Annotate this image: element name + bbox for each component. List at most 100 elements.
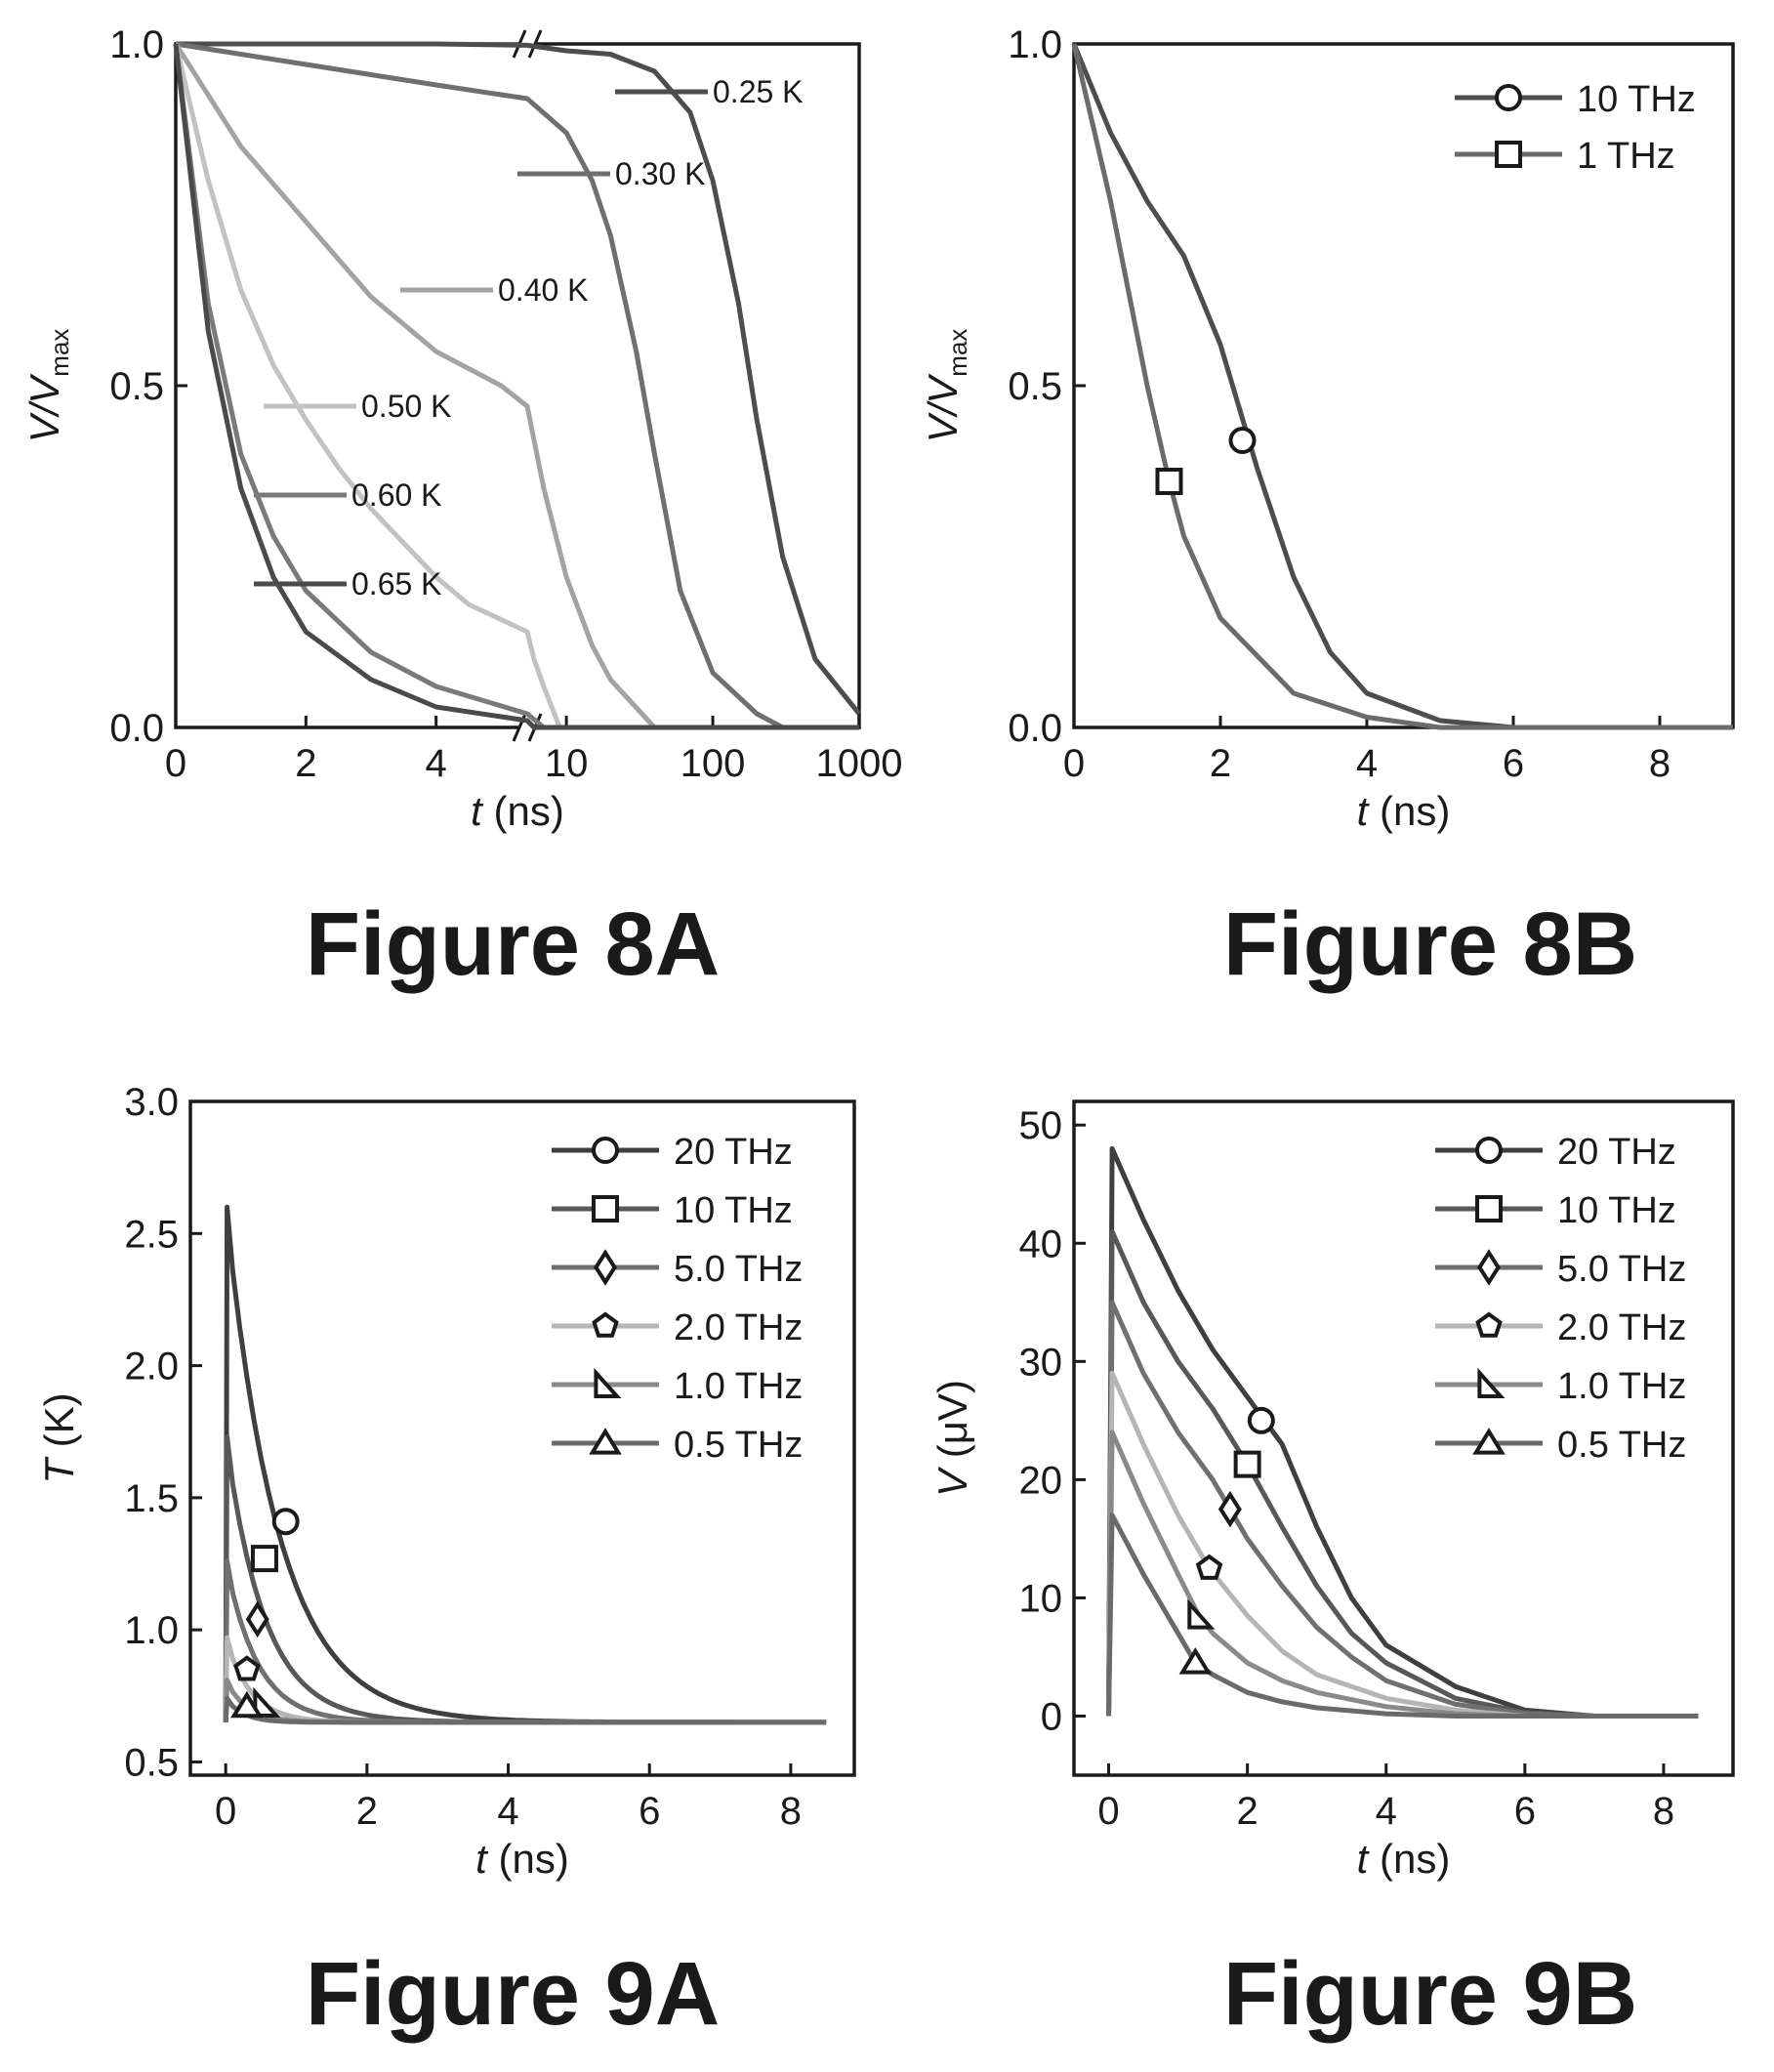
x-tick-label: 0 [1063, 742, 1085, 785]
caption-figure-8a: Figure 8A [305, 894, 721, 994]
legend-marker-5-0-thz [1477, 1249, 1501, 1286]
legend-label-0-5-thz: 0.5 THz [1557, 1425, 1686, 1466]
y-tick-label: 0 [1041, 1695, 1062, 1738]
series-label-0-40-k: 0.40 K [498, 272, 589, 308]
y-tick-label: 0.0 [109, 707, 164, 750]
series-line-2-0-thz [1106, 1370, 1699, 1719]
series-line-10-thz [1071, 43, 1733, 730]
series-line-0-30-k [175, 41, 859, 730]
data-marker-0-5-thz [230, 1690, 264, 1719]
y-tick-label: 0.5 [1008, 365, 1062, 408]
data-marker-20-thz [271, 1508, 300, 1536]
data-marker-1-thz [1155, 468, 1183, 495]
data-marker-5-0-thz [1217, 1490, 1242, 1528]
series-line-20-thz [1106, 1145, 1699, 1719]
series-line-2-0-thz [223, 1635, 827, 1725]
y-tick-label: 0.5 [124, 1741, 179, 1784]
series-line-1-0-thz [223, 1678, 827, 1725]
y-tick-label: 0.5 [109, 365, 164, 408]
x-tick-label: 8 [1649, 742, 1671, 785]
series-line-0-5-thz [223, 1696, 827, 1725]
legend-label-2-0-thz: 2.0 THz [1557, 1307, 1686, 1348]
series-label-0-25-k: 0.25 K [713, 74, 804, 109]
legend-marker-0-5-thz [1472, 1428, 1506, 1455]
chart-9b-plot-frame [1072, 1099, 1735, 1777]
legend-label-1-0-thz: 1.0 THz [674, 1366, 803, 1407]
x-tick-label: 4 [426, 742, 447, 785]
data-marker-2-0-thz [233, 1655, 261, 1681]
y-tick-label: 50 [1019, 1104, 1063, 1147]
data-marker-1-0-thz [1187, 1598, 1216, 1630]
legend-marker-2-0-thz [592, 1311, 619, 1338]
y-axis-label: V/Vmax [920, 329, 972, 443]
legend-marker-20-thz [1475, 1137, 1503, 1164]
y-tick-label: 2.0 [124, 1346, 179, 1388]
y-axis-label: V (μV) [929, 1380, 975, 1497]
legend-label-20-thz: 20 THz [1557, 1132, 1676, 1173]
legend-label-5-0-thz: 5.0 THz [674, 1249, 803, 1290]
series-line-10-thz [223, 1434, 827, 1725]
data-marker-1-0-thz [253, 1686, 281, 1718]
x-tick-label: 6 [1503, 742, 1524, 785]
y-tick-label: 1.0 [1008, 23, 1062, 66]
data-marker-5-0-thz [245, 1600, 269, 1638]
series-label-0-60-k: 0.60 K [351, 477, 442, 513]
chart-8b: 0 2 4 6 8 0.0 0.5 1.0 t (ns) V/Vmax 10 THz 1 THz [920, 23, 1735, 834]
y-tick-label: 0.0 [1008, 707, 1062, 750]
legend-marker-5-0-thz [594, 1249, 617, 1286]
legend-marker-2-0-thz [1475, 1311, 1503, 1338]
data-marker-10-thz [1228, 427, 1257, 454]
x-tick-label: 2 [295, 742, 316, 785]
caption-figure-8b: Figure 8B [1222, 894, 1638, 994]
data-marker-10-thz [250, 1545, 278, 1573]
series-label-0-50-k: 0.50 K [361, 389, 452, 424]
caption-figure-9a: Figure 9A [305, 1944, 721, 2044]
x-axis-label: t (ns) [475, 1836, 569, 1882]
legend-marker-1-thz [1495, 141, 1522, 168]
y-tick-label: 3.0 [124, 1081, 179, 1124]
chart-8a: 0 2 4 10 100 1000 0.0 0.5 1.0 t (ns) V/Vmax 0.25 K 0… [21, 23, 902, 834]
series-line-5-0-thz [1106, 1300, 1699, 1719]
legend-marker-10-thz [1475, 1195, 1503, 1222]
chart-9a-plot-frame [188, 1099, 856, 1777]
legend-marker-1-0-thz [594, 1367, 622, 1398]
y-axis-label: T (K) [36, 1392, 82, 1483]
series-line-0-65-k [173, 43, 859, 730]
legend-marker-10-thz [1495, 84, 1522, 111]
legend-label-1-0-thz: 1.0 THz [1557, 1366, 1686, 1407]
x-tick-label: 10 [545, 742, 589, 785]
x-tick-label: 0 [215, 1790, 236, 1833]
chart-9a: 0 2 4 6 8 0.5 1.0 1.5 2.0 2.5 3.0 t (ns) T (K) 20 THz… [36, 1081, 856, 1882]
x-tick-label: 8 [780, 1790, 802, 1833]
legend-label-0-5-thz: 0.5 THz [674, 1425, 803, 1466]
x-tick-label: 2 [1237, 1790, 1258, 1833]
x-axis-label: t (ns) [1357, 1836, 1451, 1882]
x-tick-label: 0 [1097, 1790, 1119, 1833]
series-line-0-50-k [173, 43, 859, 730]
legend-label-1-thz: 1 THz [1577, 136, 1675, 177]
legend-label-10-thz: 10 THz [1557, 1190, 1676, 1231]
series-line-0-5-thz [1106, 1513, 1699, 1719]
series-line-0-40-k [173, 42, 859, 730]
x-tick-label: 6 [639, 1790, 660, 1833]
x-tick-label: 2 [356, 1790, 378, 1833]
y-axis-label: V/Vmax [21, 329, 74, 443]
y-tick-label: 30 [1019, 1341, 1063, 1384]
x-tick-label: 4 [1356, 742, 1378, 785]
x-axis-label: t (ns) [471, 788, 564, 834]
data-marker-20-thz [1247, 1406, 1275, 1434]
x-tick-label: 100 [681, 742, 746, 785]
caption-figure-9b: Figure 9B [1222, 1944, 1638, 2044]
x-tick-label: 4 [1376, 1790, 1397, 1833]
y-tick-label: 1.0 [124, 1609, 179, 1652]
series-line-0-25-k [176, 41, 861, 716]
y-tick-label: 20 [1019, 1459, 1063, 1502]
x-tick-label: 6 [1514, 1790, 1536, 1833]
legend-label-5-0-thz: 5.0 THz [1557, 1249, 1686, 1290]
legend-marker-10-thz [592, 1195, 619, 1222]
legend-marker-1-0-thz [1477, 1367, 1506, 1398]
legend-label-2-0-thz: 2.0 THz [674, 1307, 803, 1348]
series-label-0-30-k: 0.30 K [615, 156, 706, 191]
data-marker-0-5-thz [1178, 1647, 1213, 1675]
